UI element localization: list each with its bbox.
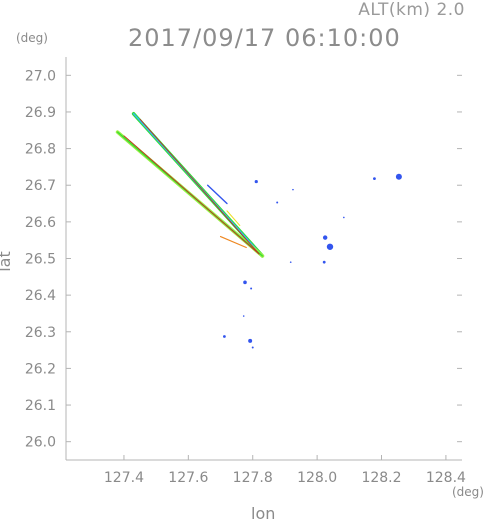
chart-marks (115, 112, 402, 349)
x-tick-label: 128.2 (361, 470, 401, 486)
altitude-label: ALT(km) 2.0 (358, 0, 465, 20)
x-axis-label: lon (251, 504, 276, 523)
echo-streak (219, 235, 247, 249)
echo-point (343, 216, 345, 219)
echo-point (289, 261, 292, 263)
x-unit-label: (deg) (452, 485, 484, 499)
echo-point (276, 201, 279, 204)
y-tick-label: 26.4 (25, 288, 56, 304)
y-unit-label: (deg) (16, 31, 48, 45)
y-tick-label: 26.6 (25, 215, 56, 231)
echo-point (250, 287, 253, 290)
echo-point (243, 280, 247, 285)
y-tick-label: 26.2 (25, 361, 56, 377)
y-tick-label: 26.8 (25, 142, 56, 158)
echo-streak (139, 118, 260, 255)
y-tick-label: 26.3 (25, 325, 56, 341)
x-tick-label: 127.4 (104, 470, 144, 486)
y-tick-label: 26.1 (25, 398, 56, 414)
echo-point (292, 188, 294, 191)
x-tick-label: 127.8 (233, 470, 273, 486)
y-tick-label: 26.9 (25, 105, 56, 121)
echo-point (326, 243, 334, 250)
x-tick-label: 128.0 (297, 470, 337, 486)
echo-point (322, 235, 328, 240)
echo-streak (123, 135, 260, 255)
echo-point (395, 173, 402, 180)
x-tick-label: 128.4 (426, 470, 466, 486)
y-tick-label: 27.0 (25, 68, 56, 84)
timestamp-title: 2017/09/17 06:10:00 (128, 24, 401, 52)
echo-point (322, 260, 326, 264)
echo-point (248, 338, 253, 343)
echo-point (242, 315, 245, 317)
echo-streak (226, 210, 241, 227)
echo-point (251, 346, 254, 349)
echo-streak (206, 184, 228, 205)
echo-point (223, 335, 226, 338)
chart-axes: 26.0 26.1 26.2 26.3 26.4 26.5 26.6 26.7 26.8 26.9… (25, 57, 466, 486)
echo-point (254, 179, 258, 184)
y-tick-label: 26.7 (25, 178, 56, 194)
y-tick-label: 26.0 (25, 435, 56, 451)
x-tick-label: 127.6 (168, 470, 208, 486)
echo-point (373, 177, 376, 181)
y-tick-label: 26.5 (25, 252, 56, 268)
